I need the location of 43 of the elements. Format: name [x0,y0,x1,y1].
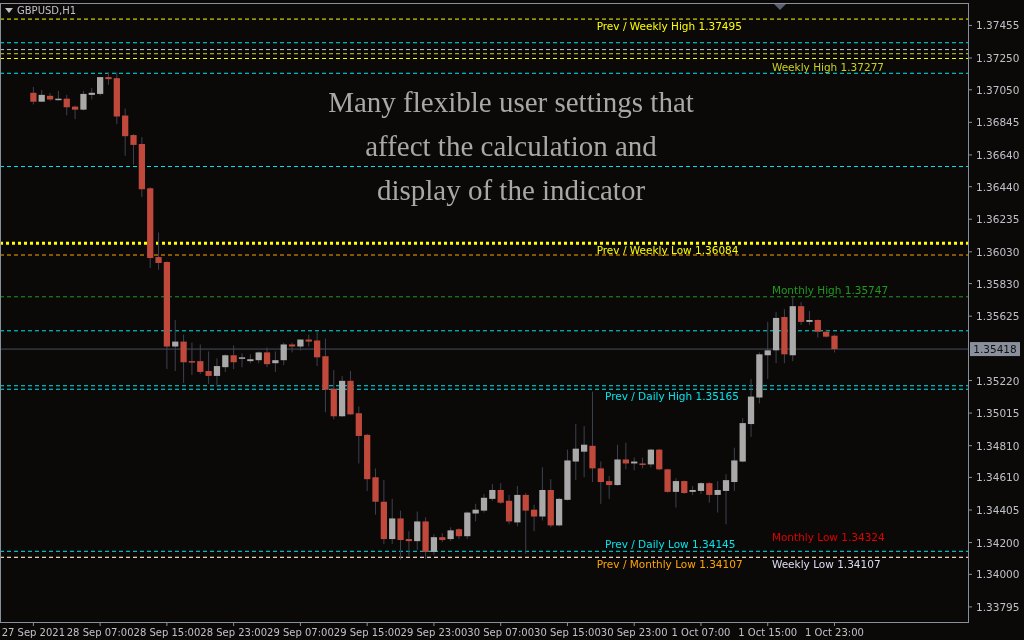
annotation: Monthly Low 1.34324 [771,531,886,543]
y-tick-label: 1.33795 [976,600,1020,613]
ref-line-label: Monthly High 1.35747 [771,283,889,296]
y-tick-label: 1.36235 [976,213,1020,226]
y-tick-label: 1.37250 [976,52,1020,65]
x-tick-label: 29 Sep 15:00 [333,627,401,638]
y-tick-label: 1.36640 [976,148,1020,161]
x-tick-label: 1 Oct 15:00 [738,627,798,638]
x-tick-label: 28 Sep 23:00 [200,627,268,638]
y-tick-label: 1.34200 [976,536,1020,549]
x-tick-label: 30 Sep 15:00 [534,627,601,638]
x-tick-label: 1 Oct 07:00 [671,627,731,638]
ref-line-label: Prev / Monthly Low 1.34107 [596,558,743,571]
y-tick-label: 1.36845 [976,116,1020,129]
ref-line-label: Weekly High 1.37277 [771,60,885,73]
y-tick-label: 1.35830 [976,277,1020,290]
y-tick-label: 1.37050 [976,83,1020,96]
y-tick-label: 1.34610 [976,471,1020,484]
ref-line-label: Weekly Low 1.34107 [771,558,881,571]
y-tick-label: 1.34000 [976,568,1020,581]
x-tick-label: 30 Sep 07:00 [467,627,535,638]
x-tick-label: 28 Sep 15:00 [133,627,201,638]
ref-line-label: Prev / Weekly High 1.37495 [596,20,742,33]
y-tick-label: 1.34405 [976,504,1020,516]
x-tick-label: 29 Sep 07:00 [267,627,334,638]
x-tick-label: 29 Sep 23:00 [400,627,468,638]
y-tick-label: 1.34810 [976,439,1020,452]
y-tick-label: 1.35220 [976,374,1020,387]
ref-line-label: Prev / Weekly Low 1.36084 [596,244,739,257]
ref-line-label: 1.35418 [973,343,1017,356]
x-tick-label: 28 Sep 07:00 [66,627,134,638]
x-tick-label: 27 Sep 2021 [1,627,66,638]
y-tick-label: 1.36440 [976,180,1020,193]
chart-title: GBPUSD,H1 [17,5,77,16]
y-tick-label: 1.36030 [976,245,1020,258]
y-tick-label: 1.37455 [976,19,1020,32]
ref-line-label: Prev / Daily High 1.35165 [605,390,739,403]
y-tick-label: 1.35015 [976,407,1020,420]
annotation: Many flexible user settings that affect the calculation and display of the indicator [328,86,694,206]
x-tick-label: 30 Sep 23:00 [600,627,668,638]
y-tick-label: 1.35625 [976,310,1020,323]
ref-line-label: Prev / Daily Low 1.34145 [605,538,736,551]
x-tick-label: 1 Oct 23:00 [805,627,864,638]
